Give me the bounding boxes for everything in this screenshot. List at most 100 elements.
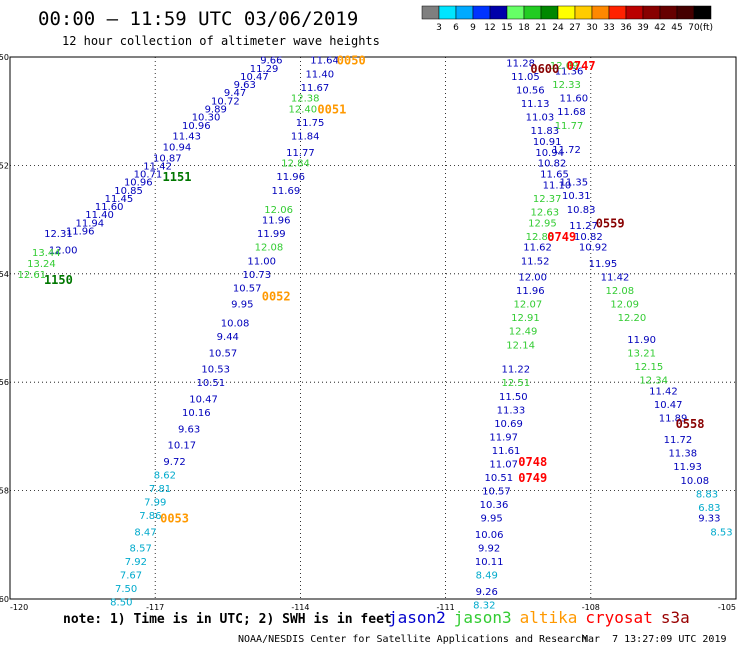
wave-height-value: 8.47 — [134, 527, 156, 538]
wave-height-value: 12.84 — [281, 159, 310, 170]
wave-height-value: 11.40 — [305, 69, 334, 80]
wave-height-value: 12.38 — [291, 94, 320, 105]
color-scale-unit: (ft) — [699, 23, 713, 33]
wave-height-value: 10.85 — [114, 186, 143, 197]
altimeter-map: -50 -52 -54 -56 -58 -60-120 -117 -114 -111 -108 -1… — [0, 53, 737, 612]
wave-height-value: 11.05 — [511, 72, 540, 83]
wave-height-value: 7.67 — [120, 571, 142, 582]
wave-height-value: 10.69 — [494, 419, 523, 430]
wave-height-value: 10.94 — [535, 148, 564, 159]
wave-height-value: 11.35 — [560, 178, 589, 189]
wave-height-value: 11.33 — [497, 405, 526, 416]
color-scale-tick: 42 — [654, 23, 665, 33]
x-tick-label: -117 — [146, 603, 164, 612]
wave-height-value: 13.21 — [627, 348, 656, 359]
wave-height-value: 11.93 — [673, 462, 702, 473]
wave-height-value: 10.47 — [240, 72, 269, 83]
wave-height-value: 11.96 — [516, 286, 545, 297]
color-scale-tick: 70 — [688, 23, 700, 33]
wave-height-value: 12.15 — [635, 362, 664, 373]
wave-height-value: 12.09 — [610, 300, 639, 311]
y-tick-label: -60 — [0, 595, 9, 604]
color-scale-tick: 39 — [637, 23, 649, 33]
wave-height-value: 11.42 — [601, 273, 630, 284]
wave-height-value: 10.92 — [579, 243, 608, 254]
pass-time-label: 0053 — [160, 512, 189, 526]
wave-height-value: 12.20 — [618, 313, 647, 324]
color-scale-tick: 24 — [552, 23, 564, 33]
wave-height-value: 12.33 — [552, 80, 581, 91]
wave-height-value: 10.47 — [189, 394, 218, 405]
wave-height-value: 10.36 — [480, 500, 509, 511]
pass-time-label: 0749 — [518, 471, 547, 485]
wave-height-value: 8.32 — [473, 600, 495, 611]
wave-height-value: 11.50 — [499, 392, 528, 403]
legend-item-jason3: jason3 — [453, 608, 512, 627]
wave-height-value: 8.62 — [154, 470, 176, 481]
color-scale-tick: 9 — [470, 23, 476, 33]
wave-height-value: 10.56 — [516, 86, 545, 97]
plot-frame — [9, 56, 737, 600]
wave-height-value: 10.57 — [233, 283, 262, 294]
wave-height-value: 11.65 — [540, 170, 569, 181]
color-scale-tick: 33 — [603, 23, 614, 33]
wave-height-value: 11.94 — [76, 218, 105, 229]
wave-height-value: 11.96 — [276, 172, 305, 183]
wave-height-value: 10.06 — [475, 530, 504, 541]
wave-height-value: 11.97 — [489, 432, 518, 443]
wave-height-value: 10.94 — [163, 142, 192, 153]
wave-height-value: 12.49 — [509, 327, 538, 338]
wave-height-value: 9.63 — [234, 80, 256, 91]
page-subtitle: 12 hour collection of altimeter wave hei… — [62, 34, 380, 48]
wave-height-value: 11.64 — [310, 56, 339, 67]
wave-height-value: 9.47 — [224, 88, 246, 99]
wave-height-value: 11.95 — [589, 259, 618, 270]
color-scale-tick: 45 — [671, 23, 682, 33]
x-tick-label: -120 — [10, 603, 28, 612]
x-tick-label: -111 — [437, 603, 455, 612]
color-scale-tick: 15 — [501, 23, 512, 33]
pass-time-label: 0051 — [317, 102, 346, 116]
wave-height-value: 12.00 — [49, 245, 78, 256]
wave-height-value: 13.44 — [32, 248, 61, 259]
wave-height-value: 13.24 — [27, 259, 56, 270]
y-tick-label: -58 — [0, 487, 9, 496]
wave-height-value: 11.67 — [301, 83, 330, 94]
wave-height-value: 10.83 — [567, 205, 596, 216]
wave-height-value: 9.95 — [231, 300, 253, 311]
pass-time-label: 0052 — [262, 289, 291, 303]
wave-height-value: 12.63 — [530, 207, 559, 218]
color-scale-tick: 36 — [620, 23, 632, 33]
color-scale-tick: 12 — [484, 23, 495, 33]
y-tick-label: -56 — [0, 378, 9, 387]
wave-height-value: 8.49 — [476, 571, 498, 582]
wave-height-value: 9.26 — [476, 587, 498, 598]
wave-height-value: 11.28 — [506, 58, 535, 69]
wave-height-value: 7.50 — [115, 584, 137, 595]
x-tick-label: -114 — [291, 603, 309, 612]
wave-height-value: 10.82 — [538, 159, 567, 170]
wave-height-value: 11.42 — [143, 161, 172, 172]
wave-height-value: 11.27 — [569, 221, 598, 232]
wave-height-value: 11.77 — [286, 148, 315, 159]
wave-height-value: 11.62 — [523, 243, 552, 254]
wave-height-value: 11.77 — [555, 121, 584, 132]
wave-height-value: 10.96 — [182, 121, 211, 132]
wave-height-value: 12.37 — [533, 194, 562, 205]
color-swatch — [693, 5, 712, 20]
wave-height-value: 10.96 — [124, 178, 153, 189]
wave-height-value: 11.96 — [262, 216, 291, 227]
wave-height-value: 12.61 — [17, 270, 46, 281]
wave-height-value: 11.60 — [95, 202, 124, 213]
wave-height-value: 11.90 — [627, 335, 656, 346]
wave-height-value: 11.22 — [501, 365, 530, 376]
y-tick-label: -54 — [0, 270, 9, 279]
pass-time-label: 0600 — [530, 62, 559, 76]
wave-height-value: 10.72 — [211, 96, 240, 107]
wave-height-value: 10.71 — [134, 170, 163, 181]
wave-height-value: 12.31 — [44, 229, 73, 240]
x-tick-label: -108 — [582, 603, 600, 612]
wave-height-value: 8.57 — [130, 544, 152, 555]
wave-height-value: 12.34 — [639, 375, 668, 386]
wave-height-value: 8.50 — [110, 598, 132, 609]
